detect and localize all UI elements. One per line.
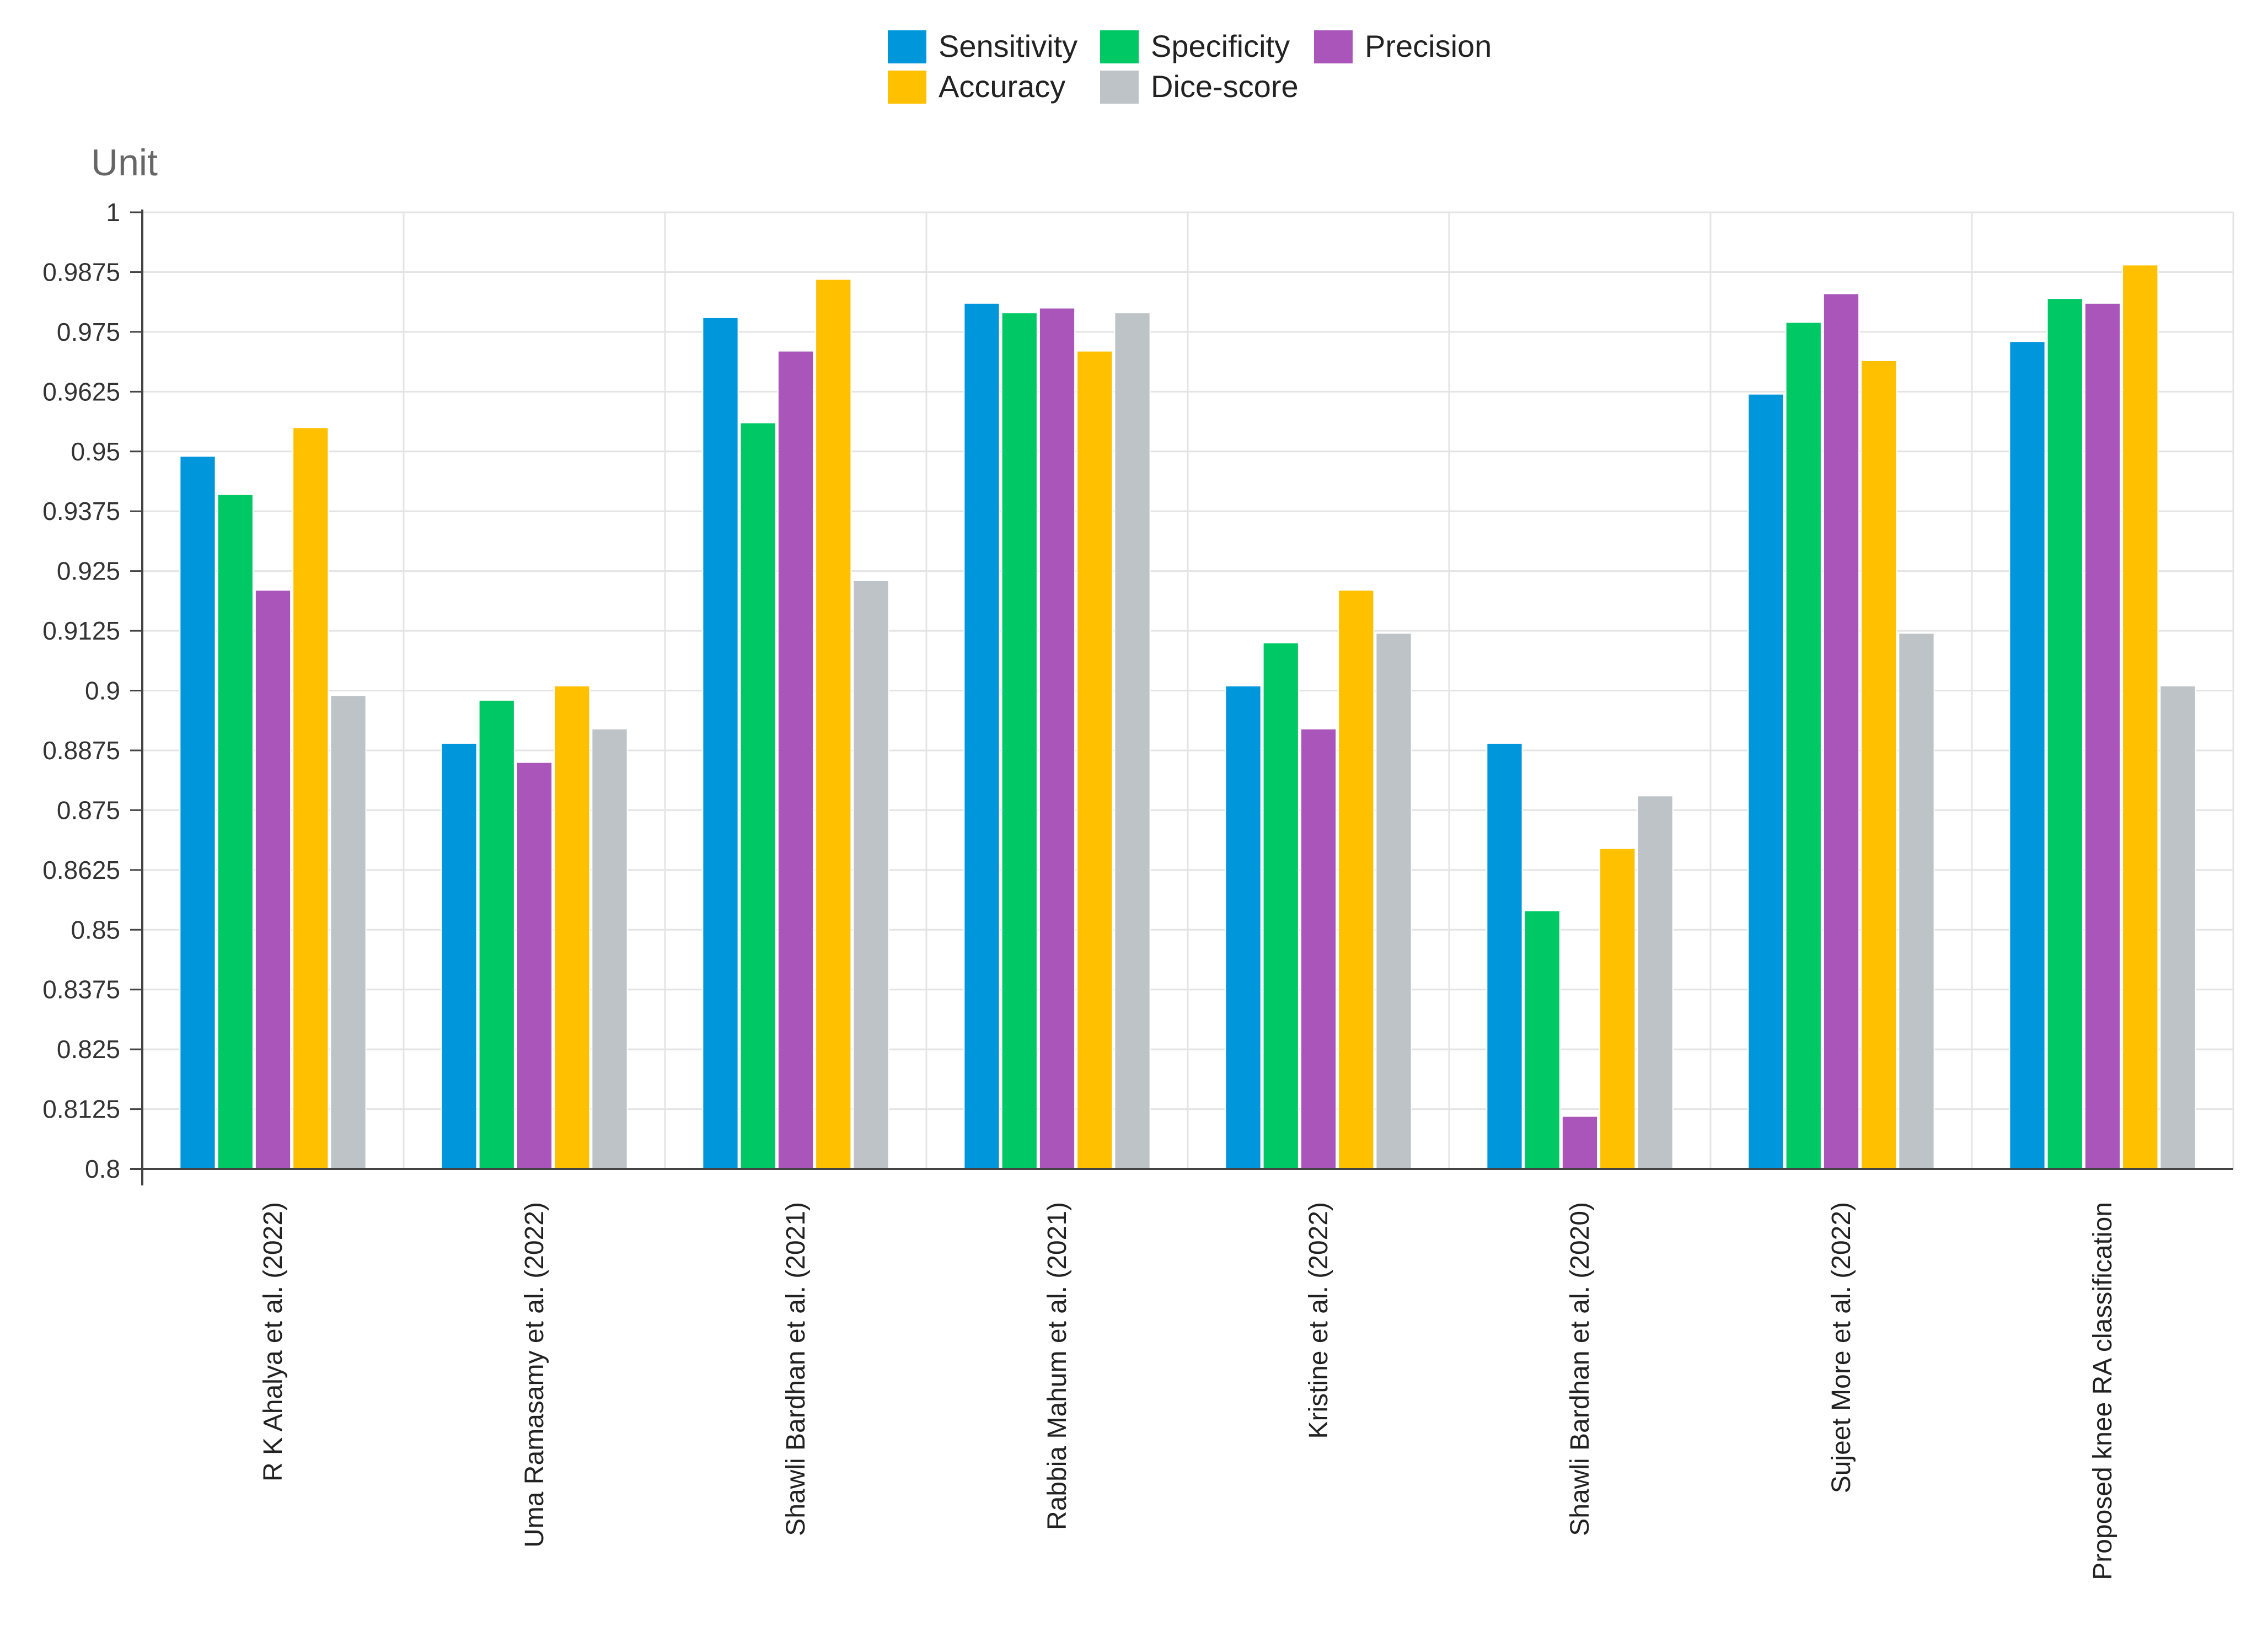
legend-swatch	[888, 71, 926, 104]
legend-swatch	[1314, 30, 1353, 63]
x-category-label: Kristine et al. (2022)	[1304, 1202, 1333, 1439]
bar-accuracy-6	[1860, 359, 1897, 1169]
x-category-label: Sujeet More et al. (2022)	[1827, 1202, 1856, 1493]
bar-sensitivity-4	[1225, 685, 1262, 1169]
y-tick-label: 0.8375	[42, 975, 120, 1004]
x-category-label: Shawli Bardhan et al. (2021)	[781, 1202, 811, 1536]
y-tick-label: 0.9125	[42, 616, 120, 645]
y-tick-label: 0.925	[57, 557, 120, 586]
y-axis-ticks: 0.8 0.8125 0.825 0.8375 0.85 0.8625 0.875 0.887…	[42, 198, 142, 1183]
bar-sensitivity-7	[2009, 341, 2046, 1169]
y-tick-label: 1	[106, 198, 120, 227]
bar-specificity-0	[217, 493, 254, 1170]
bar-specificity-7	[2046, 298, 2083, 1169]
bar-precision-6	[1822, 293, 1860, 1169]
y-tick-label: 0.95	[71, 437, 120, 466]
legend-label: Precision	[1365, 29, 1492, 63]
x-axis-categories: R K Ahalya et al. (2022) Uma Ramasamy et …	[259, 1202, 2117, 1580]
legend-swatch	[1100, 30, 1139, 63]
bar-precision-0	[254, 589, 292, 1169]
y-tick-label: 0.9625	[42, 377, 120, 406]
legend-label: Accuracy	[939, 69, 1065, 104]
x-category-label: Rabbia Mahum et al. (2021)	[1043, 1202, 1072, 1530]
bar-accuracy-4	[1338, 589, 1375, 1169]
legend-label: Specificity	[1151, 29, 1290, 63]
bar-sensitivity-3	[963, 302, 1000, 1170]
bar-dice-score-3	[1114, 312, 1151, 1169]
bar-accuracy-5	[1599, 847, 1636, 1169]
x-category-label: R K Ahalya et al. (2022)	[259, 1202, 288, 1482]
bar-dice-score-4	[1375, 632, 1412, 1169]
bar-specificity-6	[1785, 321, 1822, 1169]
x-category-label: Uma Ramasamy et al. (2022)	[520, 1202, 549, 1548]
legend-label: Sensitivity	[939, 29, 1077, 63]
bar-dice-score-1	[591, 728, 628, 1169]
bar-precision-3	[1038, 307, 1076, 1169]
bar-precision-5	[1561, 1115, 1599, 1169]
bar-dice-score-7	[2159, 685, 2196, 1169]
bar-dice-score-2	[852, 579, 889, 1169]
legend-label: Dice-score	[1151, 69, 1299, 104]
legend-item-specificity: Specificity	[1100, 29, 1290, 63]
y-tick-label: 0.875	[57, 796, 120, 824]
bar-specificity-4	[1262, 642, 1299, 1169]
bar-accuracy-3	[1076, 350, 1113, 1170]
y-axis-title: Unit	[91, 142, 158, 184]
y-tick-label: 0.8625	[42, 856, 120, 884]
bar-dice-score-5	[1637, 795, 1674, 1169]
legend: Sensitivity Specificity Precision Accuracy D…	[888, 29, 1492, 104]
bar-sensitivity-2	[702, 316, 739, 1169]
y-tick-label: 0.8875	[42, 736, 120, 765]
y-tick-label: 0.9875	[42, 257, 120, 286]
bar-dice-score-0	[330, 695, 367, 1170]
bars	[179, 264, 2196, 1170]
bar-specificity-5	[1524, 910, 1561, 1170]
bar-specificity-2	[739, 422, 776, 1170]
legend-item-dice-score: Dice-score	[1100, 69, 1299, 104]
bar-dice-score-6	[1898, 632, 1935, 1169]
legend-swatch	[1100, 71, 1139, 104]
y-tick-label: 0.8125	[42, 1095, 120, 1124]
x-category-label: Proposed knee RA classification	[2088, 1202, 2117, 1580]
legend-item-sensitivity: Sensitivity	[888, 29, 1077, 63]
bar-accuracy-0	[292, 427, 329, 1169]
bar-accuracy-7	[2122, 264, 2159, 1169]
bar-sensitivity-6	[1747, 393, 1784, 1169]
bar-sensitivity-5	[1486, 742, 1523, 1170]
bar-precision-4	[1300, 728, 1337, 1169]
bar-specificity-3	[1001, 312, 1038, 1169]
bar-precision-7	[2084, 302, 2121, 1170]
y-tick-label: 0.9375	[42, 497, 120, 525]
y-tick-label: 0.975	[57, 318, 120, 346]
bar-specificity-1	[478, 699, 515, 1169]
y-tick-label: 0.8	[85, 1155, 120, 1183]
legend-item-precision: Precision	[1314, 29, 1492, 63]
legend-item-accuracy: Accuracy	[888, 69, 1065, 104]
y-tick-label: 0.825	[57, 1035, 120, 1064]
legend-swatch	[888, 30, 926, 63]
bar-accuracy-1	[554, 685, 591, 1169]
y-tick-label: 0.85	[71, 915, 120, 944]
y-tick-label: 0.9	[85, 677, 120, 705]
bar-sensitivity-1	[441, 742, 478, 1170]
bar-accuracy-2	[815, 278, 852, 1170]
bar-precision-1	[516, 761, 553, 1169]
axes	[130, 210, 2233, 1185]
bar-sensitivity-0	[179, 455, 216, 1169]
x-category-label: Shawli Bardhan et al. (2020)	[1565, 1202, 1595, 1536]
bar-precision-2	[777, 350, 814, 1170]
